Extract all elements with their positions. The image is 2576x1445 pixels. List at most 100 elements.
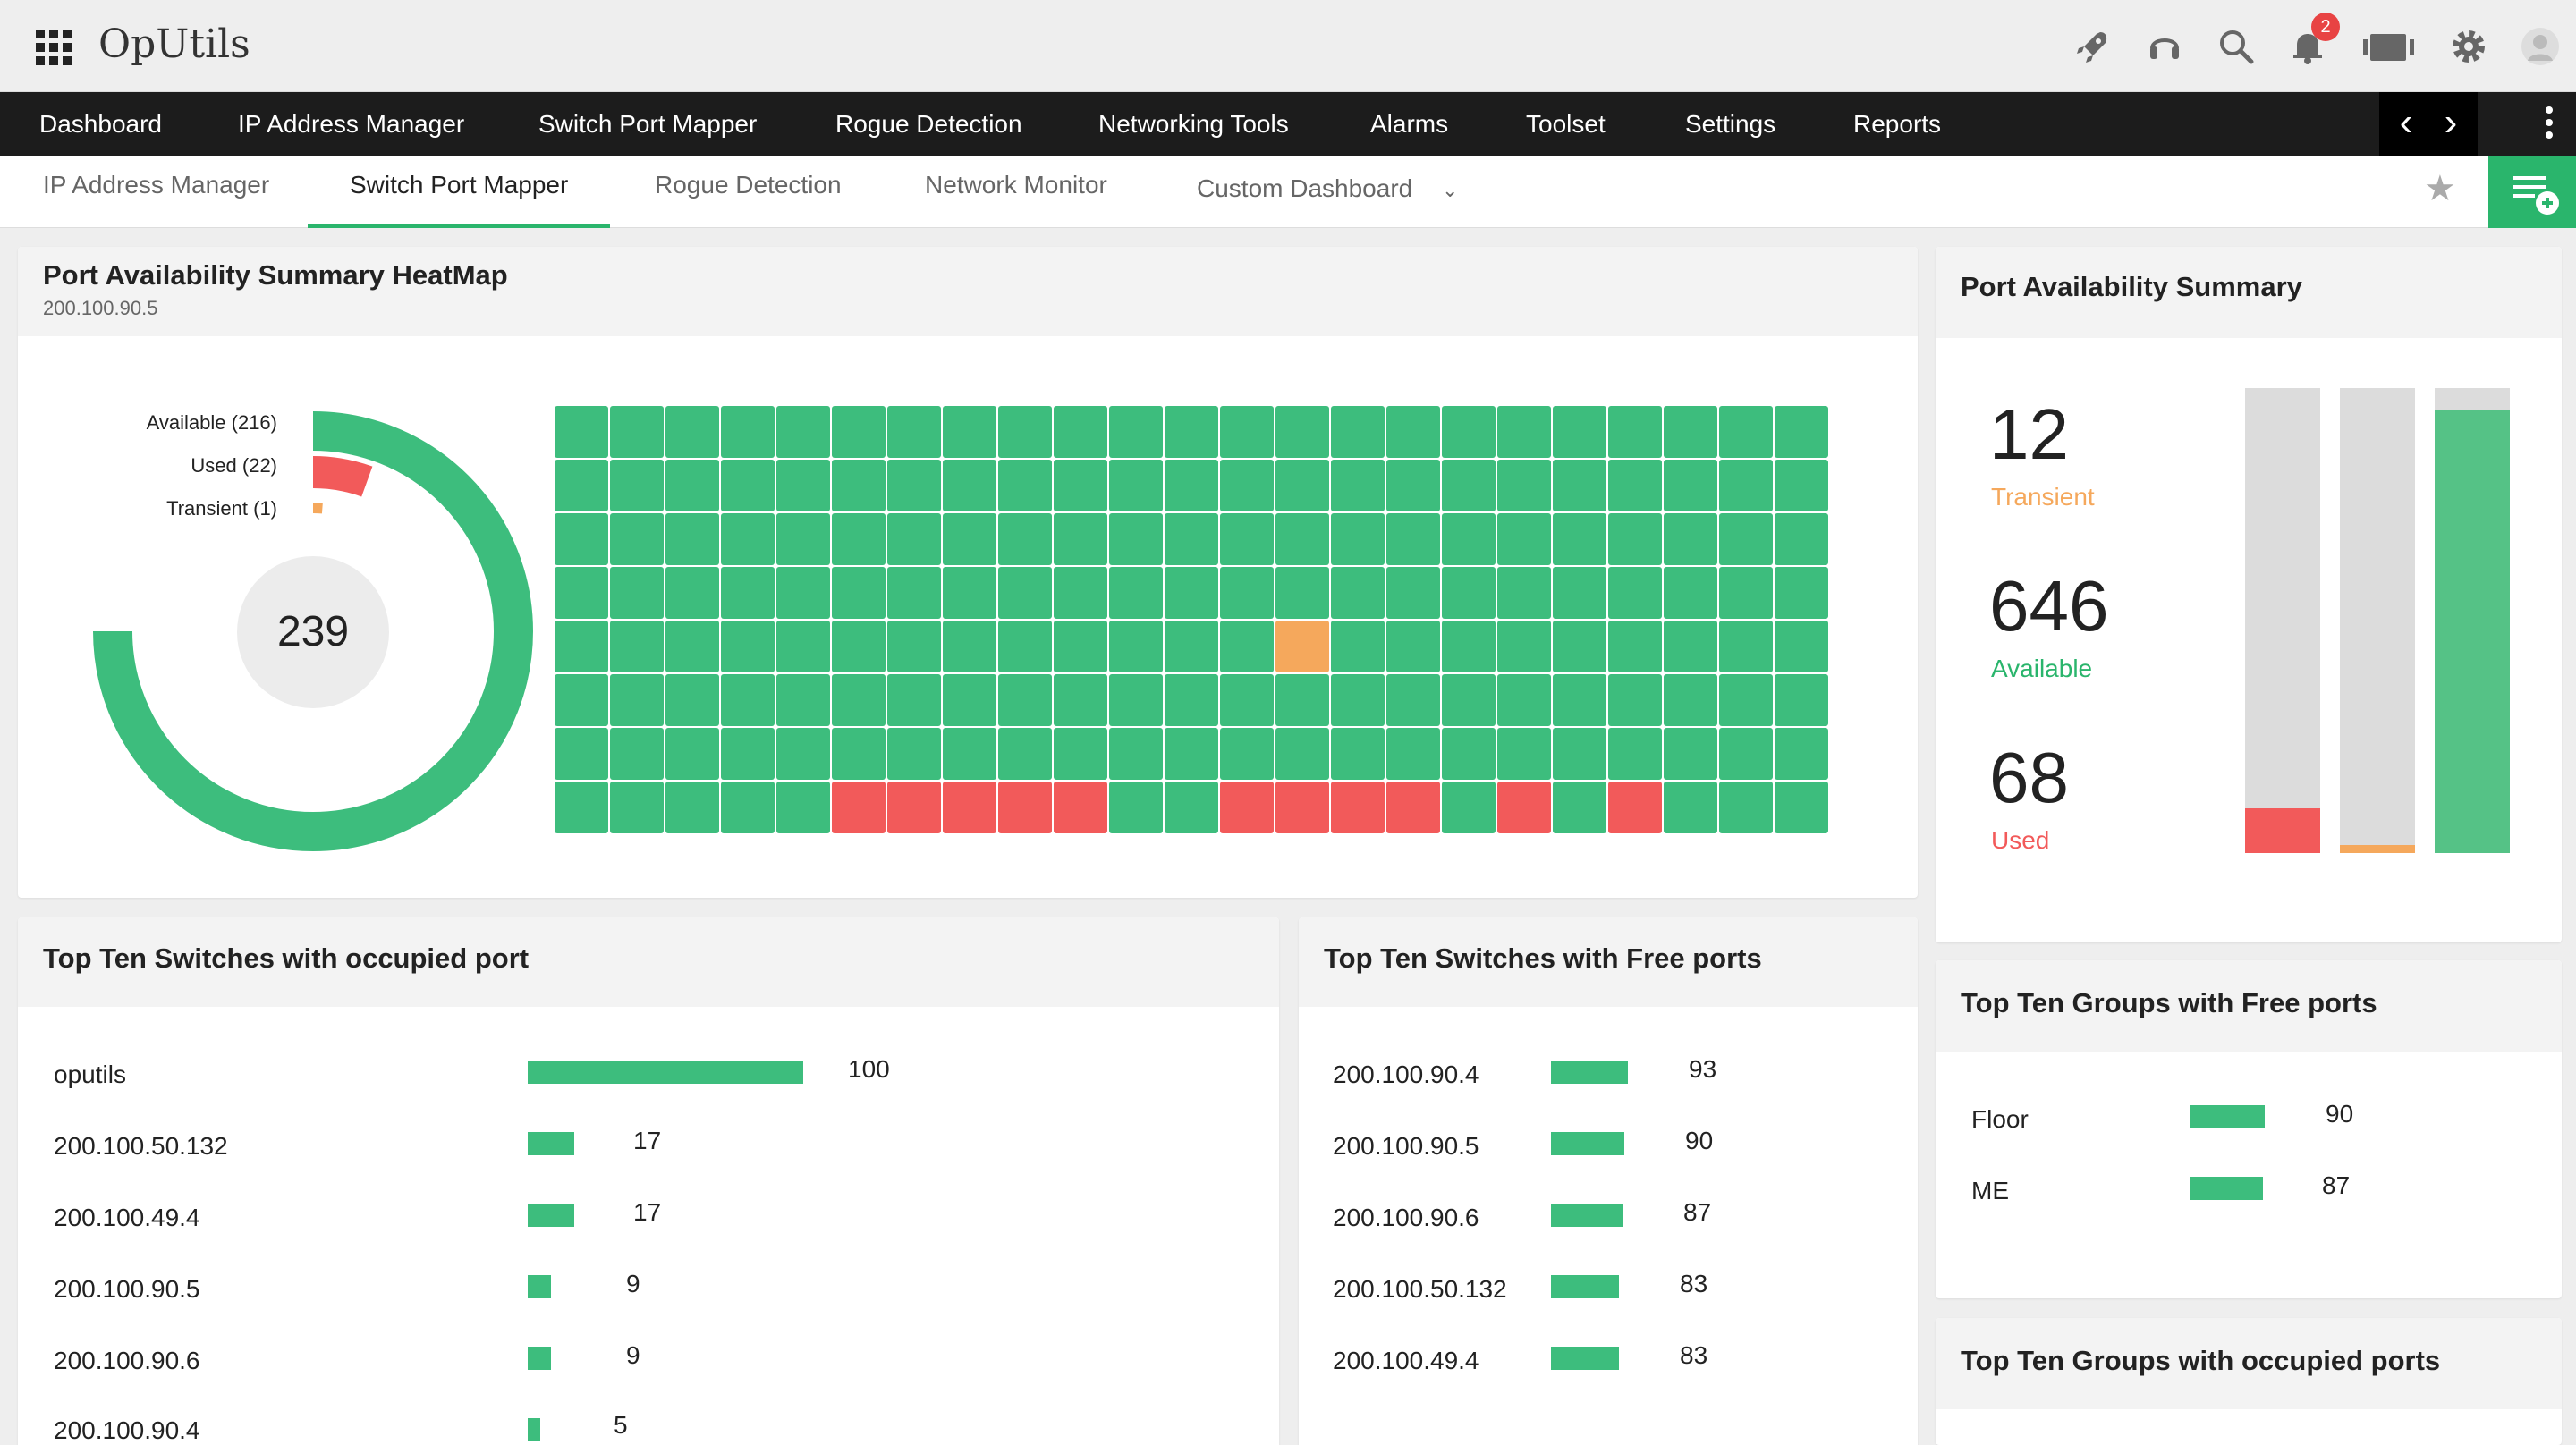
port-cell-available[interactable] <box>998 406 1052 458</box>
gear-icon[interactable] <box>2449 27 2488 66</box>
nav-settings[interactable]: Settings <box>1685 110 1776 138</box>
port-cell-available[interactable] <box>1165 782 1218 833</box>
port-cell-available[interactable] <box>1331 460 1385 511</box>
port-cell-available[interactable] <box>776 728 830 780</box>
more-menu-icon[interactable] <box>2538 106 2560 142</box>
port-cell-available[interactable] <box>1608 728 1662 780</box>
port-cell-used[interactable] <box>1220 782 1274 833</box>
port-cell-available[interactable] <box>555 621 608 672</box>
port-cell-available[interactable] <box>1553 782 1606 833</box>
port-cell-available[interactable] <box>1054 513 1107 565</box>
port-cell-available[interactable] <box>1719 567 1773 619</box>
port-cell-available[interactable] <box>665 674 719 726</box>
tab-custom-dashboard[interactable]: Custom Dashboard <box>1197 174 1413 202</box>
tab-network-monitor[interactable]: Network Monitor <box>925 171 1107 199</box>
port-cell-available[interactable] <box>1442 460 1496 511</box>
nav-dashboard[interactable]: Dashboard <box>39 110 162 138</box>
port-cell-available[interactable] <box>1608 567 1662 619</box>
port-cell-available[interactable] <box>1442 782 1496 833</box>
port-cell-available[interactable] <box>1608 621 1662 672</box>
port-cell-available[interactable] <box>1664 782 1717 833</box>
port-cell-available[interactable] <box>1109 621 1163 672</box>
port-cell-available[interactable] <box>1331 567 1385 619</box>
port-cell-available[interactable] <box>998 460 1052 511</box>
port-cell-available[interactable] <box>1442 621 1496 672</box>
port-cell-available[interactable] <box>721 406 775 458</box>
port-cell-available[interactable] <box>1109 406 1163 458</box>
port-cell-available[interactable] <box>832 406 886 458</box>
port-cell-available[interactable] <box>1275 460 1329 511</box>
port-cell-available[interactable] <box>1497 406 1551 458</box>
port-cell-used[interactable] <box>1275 782 1329 833</box>
port-cell-available[interactable] <box>1220 567 1274 619</box>
port-cell-available[interactable] <box>555 460 608 511</box>
port-cell-used[interactable] <box>1386 782 1440 833</box>
port-cell-available[interactable] <box>1608 460 1662 511</box>
port-cell-available[interactable] <box>1165 513 1218 565</box>
port-cell-available[interactable] <box>1109 728 1163 780</box>
port-cell-available[interactable] <box>721 728 775 780</box>
search-icon[interactable] <box>2216 27 2256 66</box>
port-cell-available[interactable] <box>1497 674 1551 726</box>
port-cell-available[interactable] <box>1109 567 1163 619</box>
port-cell-available[interactable] <box>721 567 775 619</box>
port-cell-available[interactable] <box>1331 513 1385 565</box>
port-cell-used[interactable] <box>943 782 996 833</box>
port-cell-available[interactable] <box>1275 567 1329 619</box>
port-cell-available[interactable] <box>1220 460 1274 511</box>
port-cell-available[interactable] <box>998 513 1052 565</box>
port-cell-available[interactable] <box>776 782 830 833</box>
port-cell-available[interactable] <box>1275 406 1329 458</box>
port-cell-used[interactable] <box>832 782 886 833</box>
chevron-down-icon[interactable]: ⌄ <box>1442 179 1459 201</box>
port-cell-available[interactable] <box>1054 674 1107 726</box>
port-cell-available[interactable] <box>1275 728 1329 780</box>
nav-alarms[interactable]: Alarms <box>1370 110 1449 138</box>
nav-rogue-detection[interactable]: Rogue Detection <box>835 110 1022 138</box>
port-cell-available[interactable] <box>1608 406 1662 458</box>
port-cell-available[interactable] <box>610 782 664 833</box>
port-cell-available[interactable] <box>1719 728 1773 780</box>
port-cell-available[interactable] <box>555 728 608 780</box>
port-cell-available[interactable] <box>998 674 1052 726</box>
port-cell-available[interactable] <box>776 513 830 565</box>
port-cell-available[interactable] <box>1719 513 1773 565</box>
port-cell-available[interactable] <box>776 621 830 672</box>
port-cell-available[interactable] <box>610 728 664 780</box>
port-cell-available[interactable] <box>1775 621 1828 672</box>
port-cell-available[interactable] <box>832 728 886 780</box>
port-cell-used[interactable] <box>887 782 941 833</box>
port-cell-available[interactable] <box>610 621 664 672</box>
port-cell-available[interactable] <box>998 728 1052 780</box>
port-cell-available[interactable] <box>1719 674 1773 726</box>
port-cell-available[interactable] <box>1664 674 1717 726</box>
port-cell-available[interactable] <box>1442 567 1496 619</box>
port-cell-available[interactable] <box>1275 674 1329 726</box>
port-cell-available[interactable] <box>721 674 775 726</box>
port-cell-available[interactable] <box>887 567 941 619</box>
port-cell-available[interactable] <box>1497 513 1551 565</box>
headset-icon[interactable] <box>2145 27 2184 66</box>
port-cell-available[interactable] <box>1775 782 1828 833</box>
port-cell-available[interactable] <box>1664 406 1717 458</box>
port-cell-available[interactable] <box>721 460 775 511</box>
port-cell-available[interactable] <box>887 406 941 458</box>
nav-networking-tools[interactable]: Networking Tools <box>1098 110 1289 138</box>
port-cell-available[interactable] <box>1553 728 1606 780</box>
port-cell-available[interactable] <box>1109 513 1163 565</box>
port-cell-available[interactable] <box>832 674 886 726</box>
port-cell-available[interactable] <box>1719 460 1773 511</box>
port-cell-available[interactable] <box>776 567 830 619</box>
port-cell-available[interactable] <box>1386 513 1440 565</box>
port-cell-available[interactable] <box>1664 513 1717 565</box>
port-cell-available[interactable] <box>1664 621 1717 672</box>
chevron-right-icon[interactable]: › <box>2444 100 2458 144</box>
port-cell-available[interactable] <box>665 782 719 833</box>
port-cell-available[interactable] <box>1165 728 1218 780</box>
tab-switch-port-mapper[interactable]: Switch Port Mapper <box>308 156 611 228</box>
port-cell-available[interactable] <box>943 621 996 672</box>
port-cell-available[interactable] <box>1386 460 1440 511</box>
port-cell-available[interactable] <box>721 621 775 672</box>
port-cell-available[interactable] <box>887 728 941 780</box>
port-cell-available[interactable] <box>887 621 941 672</box>
